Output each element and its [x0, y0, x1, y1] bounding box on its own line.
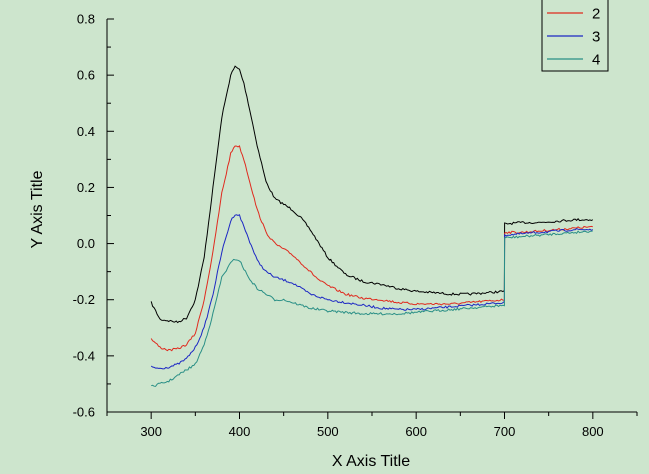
x-tick-label: 300 — [140, 424, 162, 439]
y-tick-label: 0.8 — [77, 12, 95, 27]
series-line-unlabeled-0 — [150, 65, 594, 324]
x-tick-label: 400 — [229, 424, 251, 439]
legend-label-2: 2 — [592, 6, 600, 23]
x-tick-label: 800 — [582, 424, 604, 439]
y-tick-label: -0.2 — [73, 292, 95, 307]
legend-label-3: 3 — [592, 29, 600, 46]
series-line-4 — [151, 230, 593, 387]
y-tick-label: -0.4 — [73, 348, 95, 363]
series-line-2 — [150, 145, 593, 352]
legend-label-4: 4 — [592, 52, 600, 69]
y-tick-label: 0.4 — [77, 124, 95, 139]
y-tick-label: 0.2 — [77, 180, 95, 195]
y-axis-title: Y Axis Title — [29, 170, 46, 248]
y-tick-label: -0.6 — [73, 405, 95, 420]
x-tick-label: 700 — [494, 424, 516, 439]
axes-layer: -0.6 -0.4 -0.2 0.0 0.2 0.4 0.6 0.8 300 400 500 600 7… — [29, 12, 638, 470]
series-line-3 — [150, 214, 594, 370]
x-tick-label: 600 — [405, 424, 427, 439]
legend: 2 3 4 — [541, 0, 609, 72]
x-axis-title: X Axis Title — [332, 453, 410, 470]
series-layer — [150, 65, 594, 387]
y-tick-label: 0.6 — [77, 68, 95, 83]
x-tick-label: 500 — [317, 424, 339, 439]
y-tick-label: 0.0 — [77, 236, 95, 251]
